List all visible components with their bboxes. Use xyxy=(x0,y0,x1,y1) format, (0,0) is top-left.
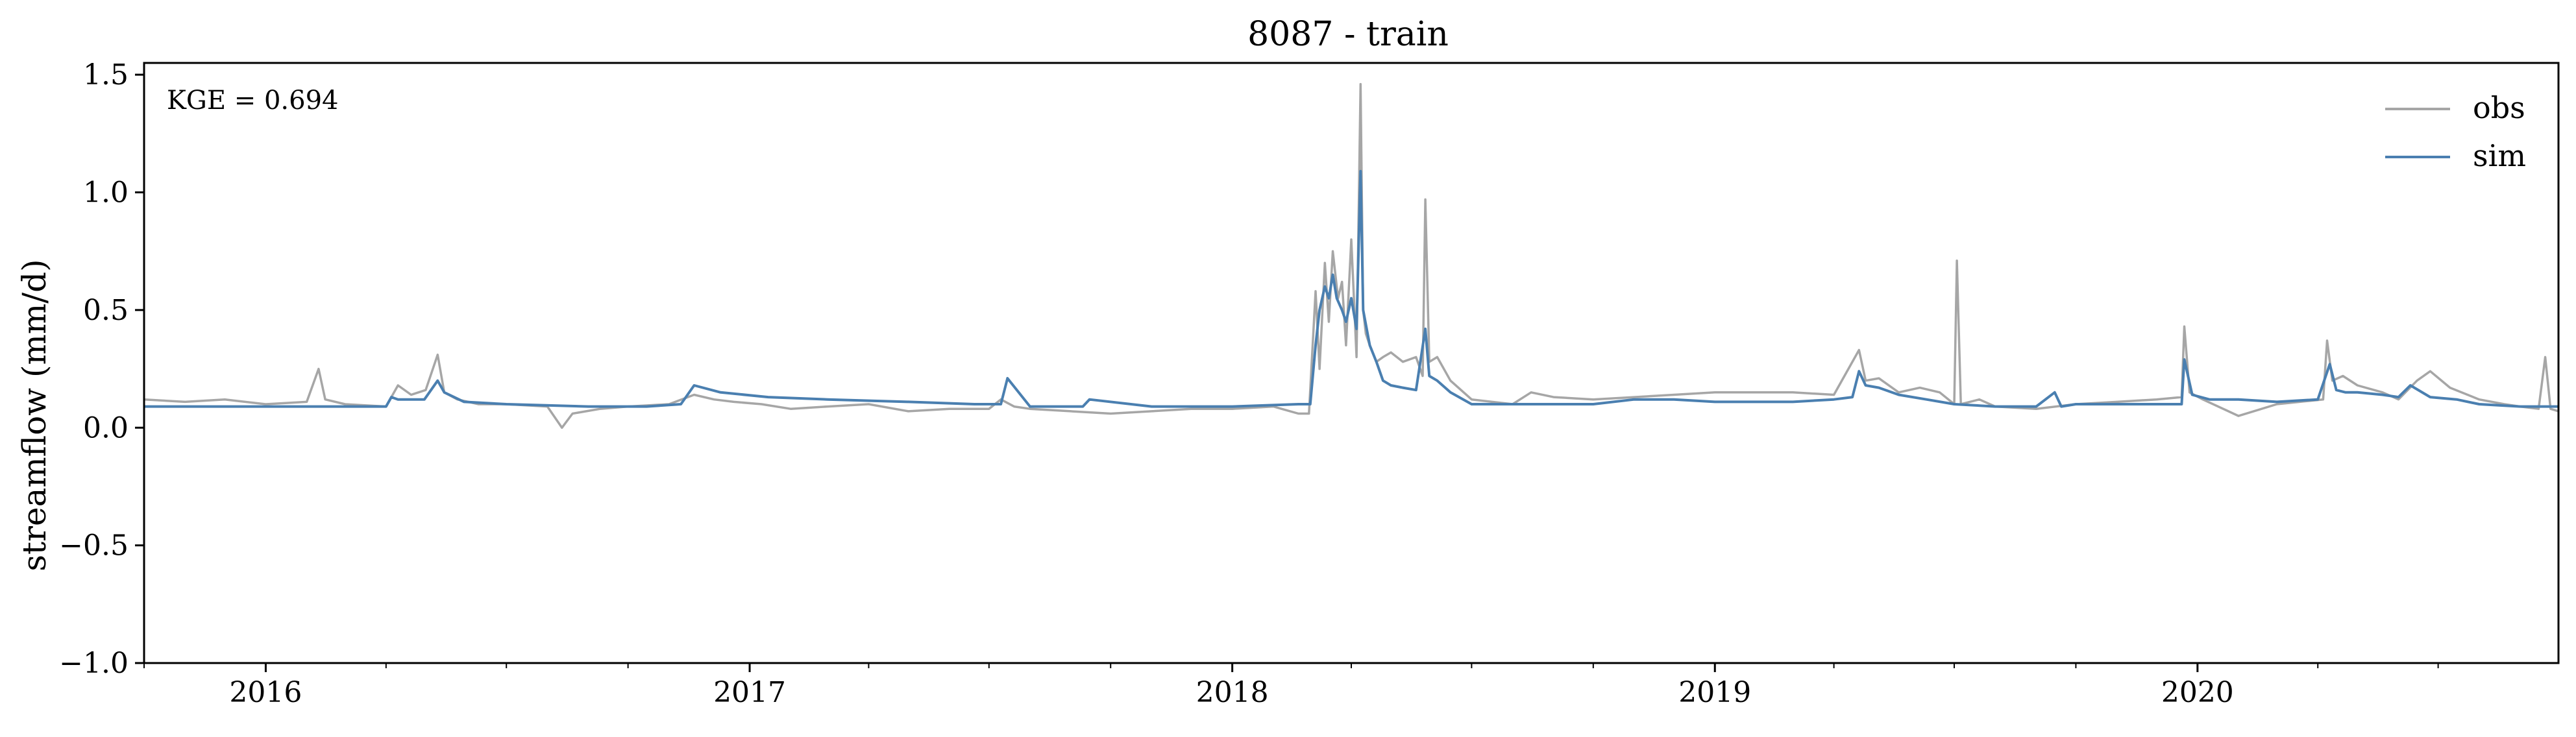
y-axis-label: streamflow (mm/d) xyxy=(16,259,53,571)
chart-title: 8087 - train xyxy=(1247,15,1449,54)
x-ticks: 2016 2017 2018 2019 2020 xyxy=(143,663,2439,709)
legend: obs sim xyxy=(2385,90,2526,173)
x-tick-label: 2020 xyxy=(2161,676,2234,709)
y-tick-label: 0.5 xyxy=(83,294,129,327)
x-tick-label: 2017 xyxy=(713,676,786,709)
y-tick-label: 1.0 xyxy=(83,176,129,210)
x-tick-label: 2018 xyxy=(1196,676,1269,709)
x-tick-label: 2016 xyxy=(229,676,302,709)
plot-frame xyxy=(143,62,2560,664)
series-line-sim xyxy=(144,169,2558,408)
x-tick-label: 2019 xyxy=(1678,676,1751,709)
legend-sim-label: sim xyxy=(2473,138,2526,173)
y-ticks: −1.0 −0.5 0.0 0.5 1.0 1.5 xyxy=(59,58,144,680)
y-tick-label: 1.5 xyxy=(83,58,129,91)
y-tick-label: −0.5 xyxy=(59,529,129,562)
legend-obs-label: obs xyxy=(2473,90,2525,125)
y-tick-label: 0.0 xyxy=(83,411,129,444)
y-tick-label: −1.0 xyxy=(59,647,129,680)
series-layer xyxy=(143,82,2559,429)
kge-annotation: KGE = 0.694 xyxy=(167,86,339,115)
